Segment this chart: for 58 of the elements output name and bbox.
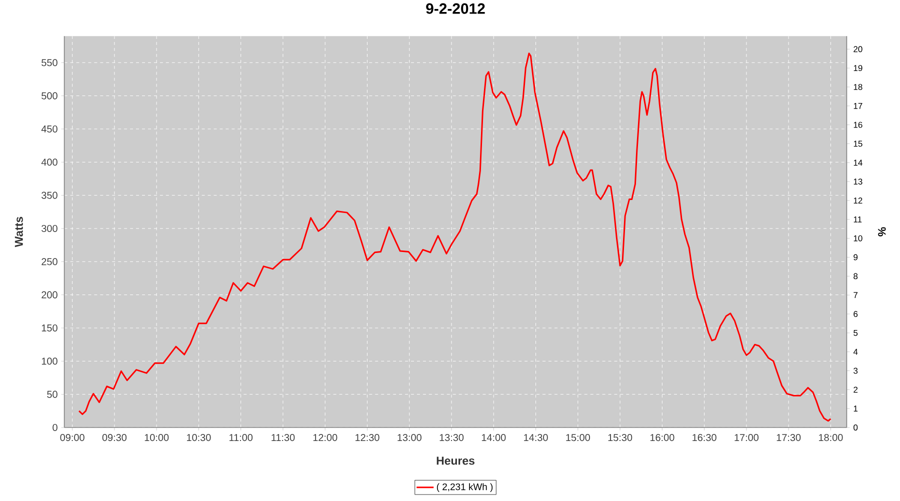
y2-tick-label: 2: [854, 386, 858, 393]
x-tick-label: 13:30: [440, 434, 464, 442]
y2-tick-label: 14: [854, 160, 862, 166]
y2-tick-label: 18: [854, 84, 862, 90]
y2-tick-label: 4: [853, 349, 858, 355]
x-tick-label: 17:00: [734, 434, 759, 442]
x-tick-label: 17:30: [776, 434, 801, 442]
x-tick-label: 14:00: [482, 434, 506, 442]
y2-tick-label: 12: [854, 198, 862, 204]
line-series: [78, 52, 832, 422]
x-tick-label: 13:00: [398, 434, 422, 442]
x-tick-label: 18:00: [818, 434, 843, 442]
y2-tick-label: 1: [854, 406, 858, 412]
y2-tick-label: 0: [854, 424, 858, 431]
x-tick-label: 15:00: [566, 434, 590, 442]
x-tick-label: 10:00: [144, 434, 169, 442]
x-tick-label: 15:30: [608, 434, 632, 442]
y-tick-label: 500: [42, 92, 58, 100]
y-tick-label: 350: [42, 192, 58, 199]
y2-tick-label: 10: [854, 235, 862, 242]
y-tick-label: 400: [41, 158, 58, 166]
y-tick-label: 450: [41, 126, 58, 133]
x-tick-label: 14:30: [524, 434, 548, 442]
y2-tick-label: 11: [854, 216, 862, 222]
y2-tick-label: 19: [854, 65, 862, 72]
x-tick-label: 12:00: [313, 434, 338, 442]
x-tick-label: 09:30: [102, 434, 127, 442]
y2-tick-label: 15: [854, 140, 862, 147]
y-tick-label: 550: [42, 59, 58, 66]
legend-label: ( 2,231 kWh ): [436, 483, 493, 492]
y-axis-title: Watts: [14, 216, 23, 248]
y2-tick-label: 16: [854, 122, 862, 128]
x-tick-label: 10:30: [187, 434, 211, 442]
x-tick-label: 12:30: [356, 434, 380, 442]
y-tick-label: 200: [42, 291, 58, 298]
x-tick-label: 11:30: [272, 434, 295, 442]
y-tick-label: 0: [52, 424, 58, 432]
y2-axis-title: %: [878, 227, 886, 236]
x-tick-label: 16:00: [650, 434, 674, 442]
y2-tick-label: 17: [854, 103, 862, 109]
y2-tick-label: 20: [854, 46, 862, 52]
x-tick-label: 09:00: [60, 434, 84, 442]
y-tick-label: 50: [47, 390, 58, 398]
chart-title: 9-2-2012: [426, 3, 485, 14]
y2-tick-label: 7: [854, 292, 858, 298]
y2-tick-label: 8: [854, 273, 858, 280]
y2-tick-label: 9: [854, 254, 858, 260]
y-tick-label: 150: [42, 324, 58, 332]
y-tick-label: 100: [42, 358, 58, 365]
x-tick-label: 11:00: [230, 434, 253, 442]
y-tick-label: 300: [42, 225, 58, 232]
x-axis-title: Heures: [436, 456, 474, 465]
y-tick-label: 250: [42, 258, 58, 266]
y2-tick-label: 3: [854, 368, 858, 374]
y2-tick-label: 5: [854, 330, 858, 336]
y2-tick-label: 13: [854, 178, 862, 185]
y2-tick-label: 6: [854, 311, 858, 318]
x-tick-label: 16:30: [692, 434, 716, 442]
